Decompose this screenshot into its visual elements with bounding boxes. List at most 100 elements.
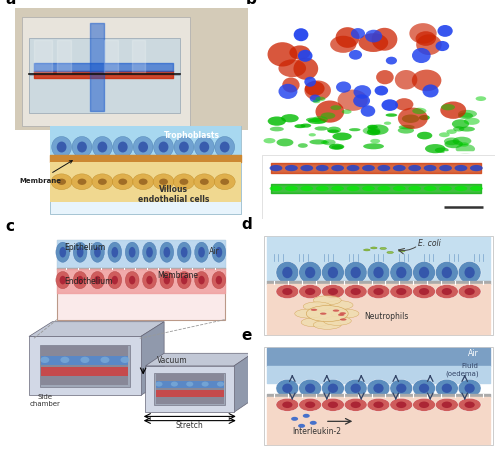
Ellipse shape: [291, 417, 298, 421]
Ellipse shape: [350, 288, 361, 295]
Ellipse shape: [364, 249, 370, 252]
Ellipse shape: [92, 137, 112, 158]
Text: Interleukin-2: Interleukin-2: [292, 426, 342, 435]
Bar: [156, 381, 224, 388]
Ellipse shape: [444, 138, 460, 146]
Ellipse shape: [419, 267, 429, 278]
Ellipse shape: [298, 144, 308, 148]
Ellipse shape: [340, 313, 346, 315]
Ellipse shape: [338, 314, 344, 316]
Ellipse shape: [332, 133, 351, 141]
Text: Air: Air: [210, 247, 220, 255]
Ellipse shape: [322, 379, 344, 397]
Ellipse shape: [305, 267, 316, 278]
Ellipse shape: [331, 187, 344, 192]
Ellipse shape: [322, 140, 336, 146]
Ellipse shape: [412, 399, 436, 411]
Ellipse shape: [276, 262, 299, 284]
Ellipse shape: [458, 111, 477, 119]
Ellipse shape: [180, 179, 188, 186]
Ellipse shape: [328, 130, 339, 133]
Ellipse shape: [322, 285, 344, 299]
Ellipse shape: [100, 357, 110, 363]
Ellipse shape: [72, 174, 92, 190]
Bar: [29, 39, 180, 76]
Ellipse shape: [316, 187, 328, 192]
Bar: [262, 155, 495, 156]
Ellipse shape: [458, 262, 481, 284]
Ellipse shape: [322, 285, 344, 299]
Ellipse shape: [158, 142, 168, 153]
Ellipse shape: [453, 127, 464, 132]
Ellipse shape: [452, 137, 471, 146]
Ellipse shape: [376, 71, 394, 85]
Ellipse shape: [342, 110, 351, 115]
Ellipse shape: [299, 399, 322, 411]
Ellipse shape: [217, 382, 224, 387]
Ellipse shape: [282, 267, 292, 278]
Ellipse shape: [419, 288, 429, 295]
Ellipse shape: [181, 248, 188, 258]
Ellipse shape: [416, 35, 442, 56]
Ellipse shape: [77, 276, 84, 285]
Ellipse shape: [398, 126, 414, 130]
Ellipse shape: [327, 127, 341, 134]
Ellipse shape: [350, 402, 361, 408]
Ellipse shape: [330, 37, 356, 54]
Ellipse shape: [332, 146, 343, 150]
Ellipse shape: [459, 127, 475, 132]
Ellipse shape: [299, 399, 322, 411]
Ellipse shape: [412, 108, 426, 115]
Text: c: c: [6, 219, 15, 234]
Ellipse shape: [330, 106, 342, 111]
Ellipse shape: [299, 285, 322, 299]
Ellipse shape: [374, 86, 388, 96]
Text: b: b: [246, 0, 256, 7]
Ellipse shape: [424, 166, 436, 172]
Ellipse shape: [436, 285, 458, 299]
Ellipse shape: [316, 97, 326, 102]
Ellipse shape: [396, 288, 406, 295]
Bar: [22, 17, 190, 126]
Ellipse shape: [171, 382, 178, 387]
Ellipse shape: [212, 243, 226, 263]
Ellipse shape: [416, 32, 436, 47]
Ellipse shape: [354, 86, 371, 100]
Ellipse shape: [328, 384, 338, 393]
Ellipse shape: [324, 317, 351, 326]
Ellipse shape: [303, 302, 331, 311]
Text: E. coli: E. coli: [418, 238, 441, 248]
Ellipse shape: [349, 51, 362, 61]
Ellipse shape: [442, 402, 452, 408]
Ellipse shape: [56, 272, 70, 289]
Ellipse shape: [367, 285, 390, 299]
Ellipse shape: [304, 82, 324, 96]
Bar: [15, 9, 248, 131]
Ellipse shape: [299, 262, 322, 284]
Ellipse shape: [126, 243, 139, 263]
Bar: [50, 162, 241, 202]
Ellipse shape: [454, 166, 468, 172]
Ellipse shape: [134, 137, 153, 158]
Ellipse shape: [215, 137, 234, 158]
Ellipse shape: [396, 402, 406, 408]
Ellipse shape: [325, 301, 353, 310]
Ellipse shape: [308, 119, 326, 125]
Text: Vacuum: Vacuum: [157, 355, 188, 364]
Text: Epithelium: Epithelium: [64, 243, 105, 252]
Ellipse shape: [60, 276, 66, 285]
Ellipse shape: [276, 399, 299, 411]
Ellipse shape: [340, 318, 346, 321]
Ellipse shape: [304, 77, 316, 87]
Ellipse shape: [328, 402, 338, 408]
Ellipse shape: [56, 142, 66, 153]
Ellipse shape: [200, 179, 208, 186]
Ellipse shape: [160, 272, 173, 289]
Ellipse shape: [322, 262, 344, 284]
Ellipse shape: [316, 166, 328, 172]
Ellipse shape: [412, 399, 436, 411]
Ellipse shape: [220, 142, 230, 153]
Ellipse shape: [476, 97, 486, 102]
Ellipse shape: [294, 59, 318, 81]
Bar: [156, 374, 224, 404]
